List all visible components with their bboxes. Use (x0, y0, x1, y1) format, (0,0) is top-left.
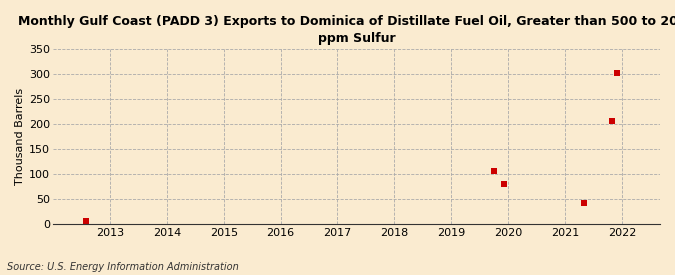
Text: Source: U.S. Energy Information Administration: Source: U.S. Energy Information Administ… (7, 262, 238, 272)
Y-axis label: Thousand Barrels: Thousand Barrels (15, 88, 25, 185)
Title: Monthly Gulf Coast (PADD 3) Exports to Dominica of Distillate Fuel Oil, Greater : Monthly Gulf Coast (PADD 3) Exports to D… (18, 15, 675, 45)
